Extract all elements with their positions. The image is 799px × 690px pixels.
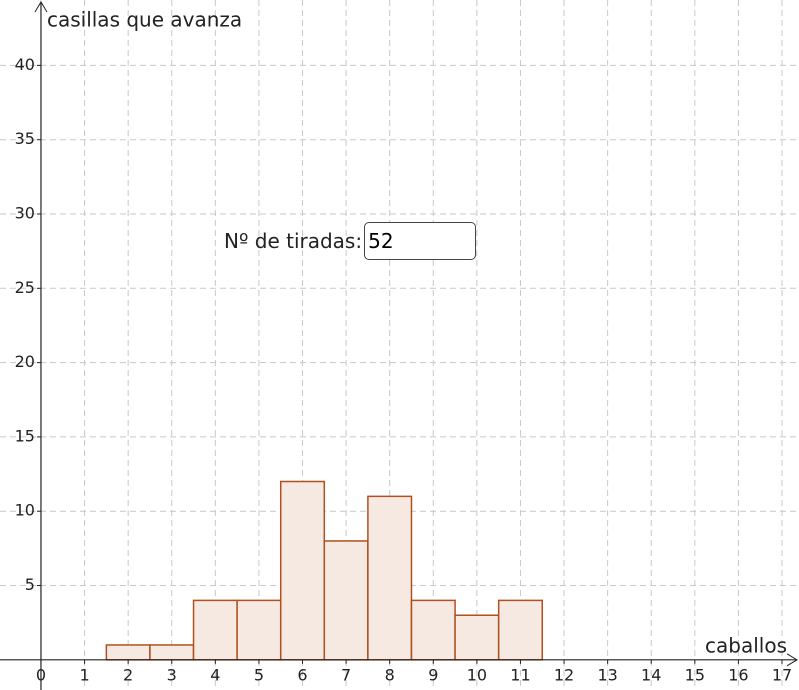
y-tick-label: 5 [25,575,35,594]
bar [497,599,544,661]
x-tick-label: 16 [728,665,748,684]
x-tick-label: 15 [685,665,705,684]
y-tick-label: 25 [15,278,35,297]
y-tick-label: 15 [15,426,35,445]
bar [192,599,238,661]
y-axis-label: casillas que avanza [47,8,242,32]
x-tick-label: 2 [123,665,133,684]
y-tick-label: 30 [15,203,35,222]
bar [410,599,456,661]
y-axis-arrow [34,1,48,13]
bar [236,599,282,661]
bar [105,644,151,661]
x-axis-arrow [786,653,798,667]
x-tick-label: 10 [467,665,487,684]
x-tick-label: 4 [210,665,220,684]
x-tick-label: 17 [772,665,792,684]
x-tick-label: 1 [79,665,89,684]
x-tick-label: 11 [510,665,530,684]
x-tick-label: 12 [554,665,574,684]
x-tick-label: 6 [297,665,307,684]
bar [367,495,413,661]
bar [454,614,500,661]
x-tick-label: 14 [641,665,661,684]
bar [279,480,326,661]
y-tick-label: 35 [15,129,35,148]
bar [149,644,195,661]
x-tick-label: 8 [385,665,395,684]
control-label: Nº de tiradas: [224,229,363,253]
x-tick-label: 5 [254,665,264,684]
x-tick-label: 9 [428,665,438,684]
x-axis-label: caballos [705,633,787,657]
x-tick-label: 3 [167,665,177,684]
control: Nº de tiradas: [224,222,477,260]
x-tick-label: 7 [341,665,351,684]
x-tick-label: 13 [597,665,617,684]
y-tick-label: 10 [15,501,35,520]
x-tick-label: 0 [36,665,46,684]
y-tick-label: 40 [15,55,35,74]
bar [323,540,369,661]
control-input[interactable] [364,222,477,260]
y-tick-label: 20 [15,352,35,371]
